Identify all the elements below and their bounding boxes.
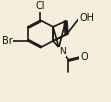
Text: OH: OH [79, 13, 94, 23]
Text: O: O [80, 52, 88, 62]
Text: N: N [59, 48, 66, 57]
Text: Cl: Cl [36, 1, 45, 11]
Text: Br: Br [2, 36, 12, 46]
